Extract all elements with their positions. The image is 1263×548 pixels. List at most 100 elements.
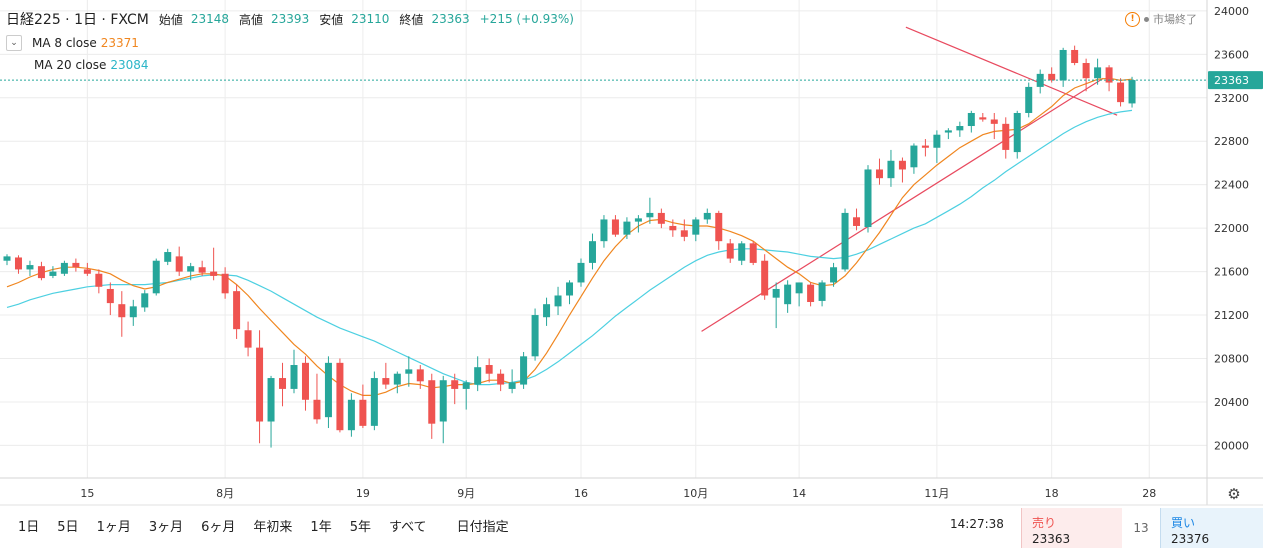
range-5d[interactable]: 5日 bbox=[57, 519, 79, 535]
candle-body bbox=[497, 373, 505, 385]
candle-body bbox=[784, 284, 792, 305]
candle-body bbox=[313, 399, 321, 420]
candle bbox=[830, 262, 838, 287]
range-5y[interactable]: 5年 bbox=[349, 519, 371, 535]
range-1m[interactable]: 1ヶ月 bbox=[96, 519, 131, 535]
range-1d[interactable]: 1日 bbox=[18, 519, 40, 535]
candle-body bbox=[715, 212, 723, 242]
range-ytd[interactable]: 年初来 bbox=[253, 519, 293, 535]
sell-label: 売り bbox=[1032, 516, 1057, 530]
candle-body bbox=[60, 262, 68, 274]
candle bbox=[1071, 45, 1079, 66]
y-tick-label: 20800 bbox=[1214, 353, 1249, 366]
candle bbox=[382, 362, 390, 389]
close-value: 23363 bbox=[431, 12, 470, 26]
candle bbox=[531, 308, 539, 361]
candle bbox=[393, 371, 401, 394]
gear-icon[interactable]: ⚙ bbox=[1227, 485, 1241, 503]
buy-button[interactable]: 買い 23376 bbox=[1160, 508, 1263, 548]
y-tick-label: 21600 bbox=[1214, 266, 1249, 279]
candle bbox=[233, 284, 241, 339]
candle-body bbox=[830, 267, 838, 283]
range-3m[interactable]: 3ヶ月 bbox=[148, 519, 184, 535]
candle bbox=[49, 266, 57, 279]
low-label: 安値 bbox=[319, 12, 344, 27]
candle bbox=[370, 371, 378, 431]
market-status-label: 市場終了 bbox=[1153, 13, 1197, 26]
x-tick-label: 15 bbox=[80, 487, 94, 500]
candle-body bbox=[726, 243, 734, 259]
candle bbox=[611, 215, 619, 237]
candle bbox=[657, 208, 665, 229]
candle-body bbox=[26, 265, 34, 270]
y-tick-label: 21200 bbox=[1214, 309, 1249, 322]
candle-body bbox=[1128, 80, 1136, 104]
market-status[interactable]: ! 市場終了 bbox=[1125, 11, 1197, 27]
candle bbox=[990, 112, 998, 140]
candle bbox=[669, 219, 677, 237]
candle-body bbox=[83, 269, 91, 274]
ma20-line bbox=[6, 109, 1133, 386]
candle-body bbox=[600, 219, 608, 242]
candle bbox=[577, 258, 585, 287]
candle-body bbox=[129, 306, 137, 318]
candle bbox=[428, 373, 436, 439]
candle-body bbox=[910, 145, 918, 168]
candle bbox=[279, 362, 287, 407]
candle bbox=[772, 282, 780, 329]
candle bbox=[152, 258, 160, 296]
candle bbox=[26, 260, 34, 276]
range-all[interactable]: すべて bbox=[388, 519, 427, 535]
candle bbox=[520, 351, 528, 389]
x-tick-label: 8月 bbox=[216, 487, 234, 500]
candle-body bbox=[761, 260, 769, 296]
candle-body bbox=[382, 378, 390, 385]
candle-body bbox=[795, 282, 803, 294]
candle bbox=[818, 280, 826, 307]
candle-body bbox=[841, 212, 849, 270]
chevron-up-icon[interactable]: ⌄ bbox=[6, 35, 22, 51]
candle-body bbox=[1082, 63, 1090, 79]
candle bbox=[956, 121, 964, 137]
range-toolbar: 1日 5日 1ヶ月 3ヶ月 6ヶ月 年初来 1年 5年 すべて 日付指定 bbox=[0, 510, 509, 540]
candle-body bbox=[818, 282, 826, 301]
candle bbox=[416, 365, 424, 389]
candle-body bbox=[72, 262, 80, 268]
candle bbox=[933, 130, 941, 163]
candle bbox=[1048, 67, 1056, 83]
warning-icon[interactable]: ! bbox=[1125, 11, 1140, 27]
high-label: 高値 bbox=[239, 12, 264, 27]
y-tick-label: 23600 bbox=[1214, 48, 1249, 61]
candle bbox=[187, 262, 195, 281]
candle-body bbox=[49, 271, 57, 276]
last-price-label: 23363 bbox=[1214, 74, 1249, 87]
candle bbox=[1105, 65, 1113, 92]
x-tick-label: 19 bbox=[356, 487, 370, 500]
candle bbox=[198, 260, 206, 276]
range-6m[interactable]: 6ヶ月 bbox=[201, 519, 236, 535]
x-tick-label: 14 bbox=[792, 487, 806, 500]
range-1y[interactable]: 1年 bbox=[310, 519, 332, 535]
candle-body bbox=[543, 304, 551, 318]
candle-body bbox=[853, 217, 861, 226]
open-value: 23148 bbox=[190, 12, 230, 26]
candle bbox=[210, 247, 218, 281]
trend-line bbox=[701, 77, 1104, 332]
candle bbox=[37, 261, 45, 281]
date-select-button[interactable]: 日付指定 bbox=[456, 519, 509, 535]
candle-body bbox=[1094, 67, 1102, 79]
candle bbox=[497, 369, 505, 392]
high-value: 23393 bbox=[271, 12, 310, 26]
chart-header: 日経225 · 1日 · FXCM 始値 23148 高値 23393 安値 2311… bbox=[6, 9, 580, 29]
symbol-label[interactable]: 日経225 · 1日 · FXCM bbox=[6, 12, 149, 28]
candle bbox=[979, 112, 987, 122]
ma20-legend[interactable]: MA 20 close 23084 bbox=[34, 58, 149, 72]
sell-price: 23363 bbox=[1032, 532, 1071, 546]
ma8-legend[interactable]: ⌄ MA 8 close 23371 bbox=[6, 35, 139, 51]
candle bbox=[347, 393, 355, 437]
candle bbox=[244, 321, 252, 357]
sell-button[interactable]: 売り 23363 bbox=[1021, 508, 1122, 548]
candle bbox=[359, 384, 367, 429]
candle-body bbox=[680, 230, 688, 237]
